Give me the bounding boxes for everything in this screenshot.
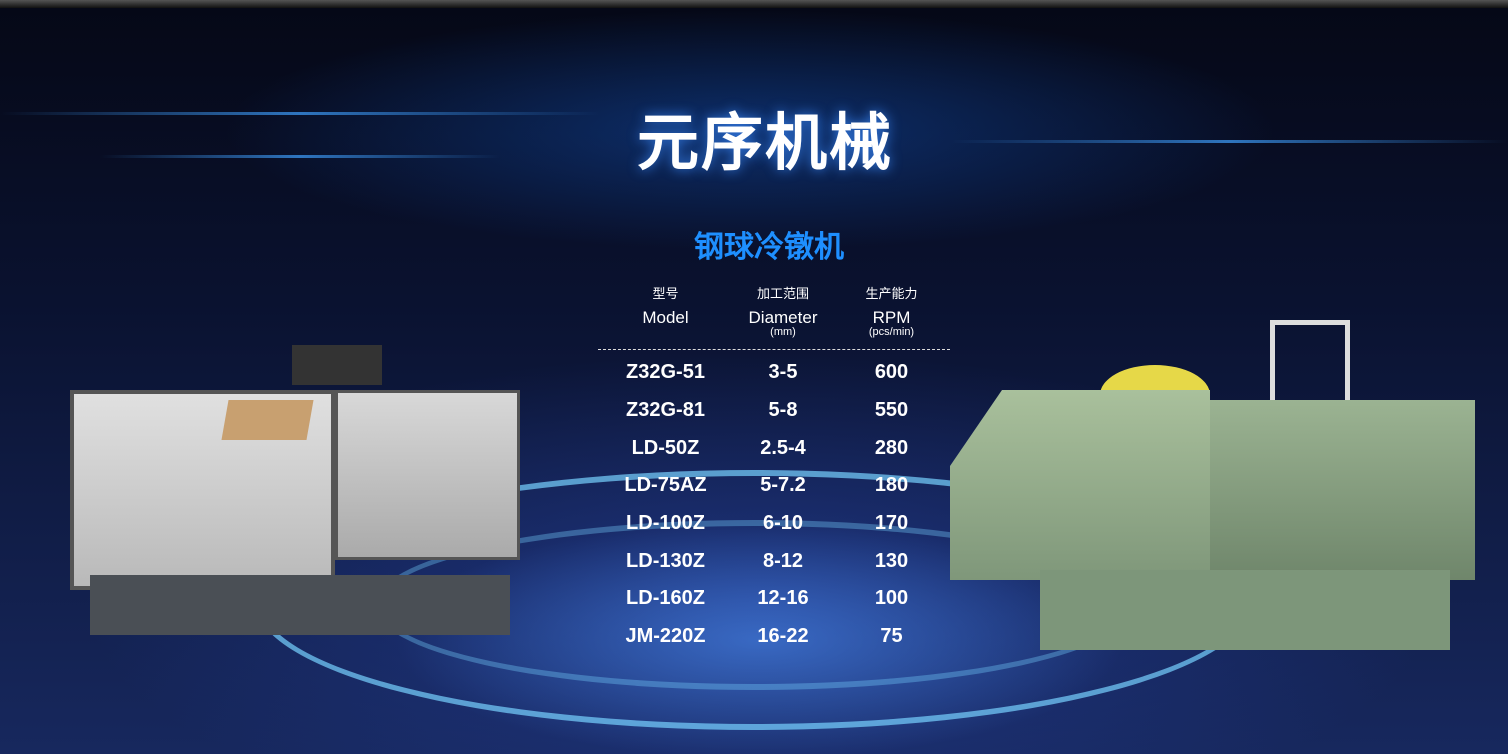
cell-rpm: 170 (874, 512, 909, 535)
cell-diameter: 12-16 (757, 587, 809, 610)
top-bar (0, 0, 1508, 8)
header-en: Diameter (748, 308, 818, 327)
spec-table: 型号 Model 加工范围 Diameter (mm) 生产能力 RPM (pc… (598, 285, 950, 656)
cell-rpm: 75 (880, 625, 903, 648)
cell-model: LD-75AZ (624, 474, 707, 497)
cell-rpm: 600 (874, 361, 909, 384)
header-cn: 型号 (652, 286, 679, 301)
light-streak (950, 140, 1508, 143)
cell-model: LD-50Z (631, 436, 700, 459)
table-row: JM-220Z 16-22 75 (598, 618, 950, 656)
table-row: LD-75AZ 5-7.2 180 (598, 467, 950, 505)
cell-diameter: 5-8 (768, 399, 798, 422)
cell-diameter: 5-7.2 (760, 474, 806, 497)
header-diameter: 加工范围 Diameter (mm) (733, 285, 833, 349)
cell-rpm: 130 (874, 549, 909, 572)
page-title: 元序机械 (636, 109, 893, 178)
cell-model: LD-160Z (626, 587, 705, 610)
header-unit: (mm) (770, 326, 796, 338)
table-row: LD-50Z 2.5-4 280 (598, 429, 950, 467)
table-row: LD-160Z 12-16 100 (598, 580, 950, 618)
left-machine-image (70, 320, 520, 640)
table-row: Z32G-81 5-8 550 (598, 392, 950, 430)
cell-model: LD-100Z (626, 512, 705, 535)
cell-diameter: 2.5-4 (760, 436, 806, 459)
cell-model: Z32G-81 (626, 399, 705, 422)
table-header: 型号 Model 加工范围 Diameter (mm) 生产能力 RPM (pc… (598, 285, 950, 350)
header-en: RPM (872, 308, 911, 327)
header-unit: (pcs/min) (868, 326, 915, 338)
product-category-title: 钢球冷镦机 (694, 231, 844, 264)
table-row: LD-100Z 6-10 170 (598, 505, 950, 543)
header-en: Model (642, 308, 689, 327)
cell-rpm: 550 (874, 399, 909, 422)
right-machine-image (950, 320, 1475, 650)
cell-diameter: 3-5 (768, 361, 798, 384)
cell-rpm: 180 (874, 474, 909, 497)
table-row: LD-130Z 8-12 130 (598, 542, 950, 580)
cell-model: JM-220Z (625, 625, 706, 648)
light-streak (0, 112, 600, 115)
table-row: Z32G-51 3-5 600 (598, 354, 950, 392)
header-cn: 加工范围 (756, 286, 809, 301)
cell-model: Z32G-51 (626, 361, 705, 384)
header-model: 型号 Model (598, 285, 733, 349)
header-rpm: 生产能力 RPM (pcs/min) (833, 285, 950, 349)
cell-rpm: 280 (874, 436, 909, 459)
cell-diameter: 6-10 (762, 512, 804, 535)
cell-rpm: 100 (874, 587, 909, 610)
cell-diameter: 16-22 (757, 625, 809, 648)
cell-diameter: 8-12 (762, 549, 804, 572)
header-cn: 生产能力 (865, 286, 918, 301)
cell-model: LD-130Z (626, 549, 705, 572)
light-streak (100, 155, 500, 158)
table-body: Z32G-51 3-5 600 Z32G-81 5-8 550 LD-50Z 2.5-4 280… (598, 350, 950, 656)
